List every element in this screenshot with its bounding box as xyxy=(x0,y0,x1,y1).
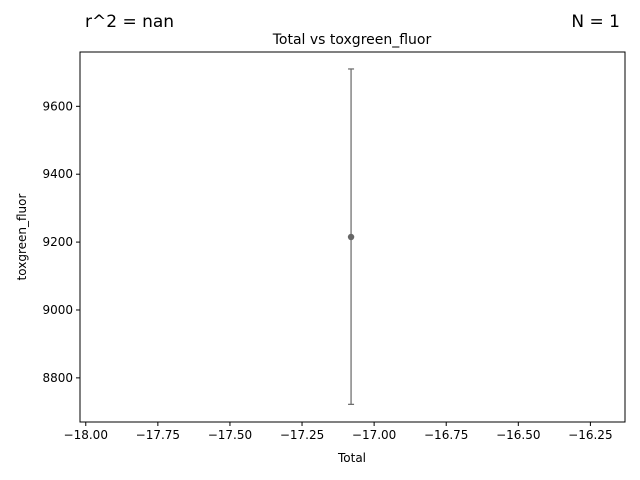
y-tick-label: 8800 xyxy=(42,371,73,385)
x-tick-label: −17.50 xyxy=(208,428,252,442)
y-tick-label: 9400 xyxy=(42,167,73,181)
y-axis-label: toxgreen_fluor xyxy=(15,194,29,281)
data-point xyxy=(347,233,355,241)
axes-frame xyxy=(79,51,626,423)
y-tick-label: 9600 xyxy=(42,99,73,113)
r-squared-annotation: r^2 = nan xyxy=(85,12,175,32)
x-tick-label: −18.00 xyxy=(64,428,108,442)
y-tick-label: 9000 xyxy=(42,303,73,317)
sample-count-annotation: N = 1 xyxy=(571,12,620,32)
x-tick-label: −16.75 xyxy=(424,428,468,442)
x-tick-label: −17.75 xyxy=(136,428,180,442)
x-tick-label: −17.00 xyxy=(352,428,396,442)
x-axis-label: Total xyxy=(337,451,366,465)
x-tick-label: −16.25 xyxy=(568,428,612,442)
chart-title: Total vs toxgreen_fluor xyxy=(272,32,432,48)
plot-area: −18.00 −17.75 −17.50 −17.25 −17.00 −16.75 −16.… xyxy=(42,68,613,442)
x-tick-label: −16.50 xyxy=(496,428,540,442)
x-tick-label: −17.25 xyxy=(280,428,324,442)
y-tick-label: 9200 xyxy=(42,235,73,249)
